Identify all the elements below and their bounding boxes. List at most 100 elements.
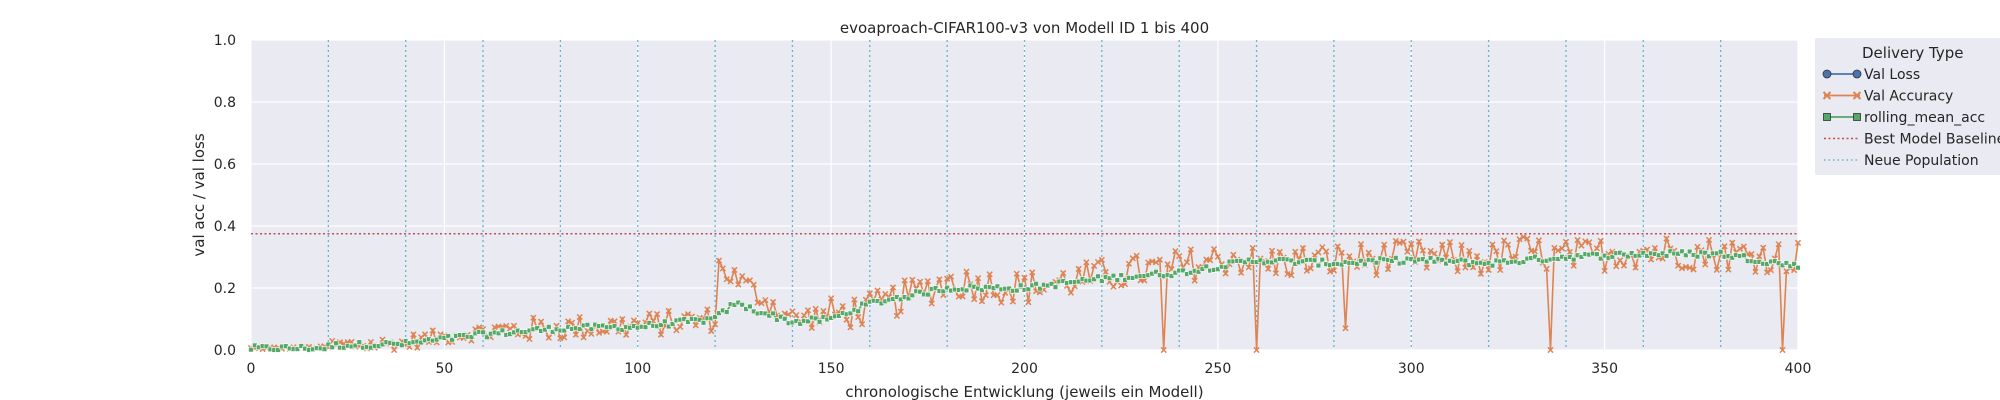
rolling-mean-point	[836, 313, 842, 319]
val-accuracy-point	[762, 296, 769, 304]
rolling-mean-point	[1594, 251, 1600, 257]
rolling-mean-point	[1354, 261, 1360, 267]
val-accuracy-point	[994, 291, 1001, 299]
val-accuracy-point	[510, 322, 518, 329]
y-tick-label: 0.4	[214, 219, 236, 235]
legend-marker	[1852, 69, 1862, 79]
val-accuracy-point	[986, 271, 993, 278]
val-accuracy-point	[429, 327, 436, 334]
val-accuracy-point	[414, 344, 421, 351]
val-accuracy-point	[1210, 245, 1218, 253]
rolling-mean-point	[577, 326, 583, 332]
val-accuracy-point	[1620, 262, 1628, 269]
rolling-mean-point	[1679, 248, 1685, 255]
val-accuracy-point	[1489, 241, 1496, 248]
val-accuracy-point	[1674, 262, 1682, 269]
val-accuracy-point	[1632, 264, 1639, 271]
val-accuracy-point	[851, 296, 858, 303]
val-accuracy-point	[839, 302, 846, 310]
val-accuracy-point	[1160, 346, 1167, 354]
val-accuracy-point	[576, 313, 583, 321]
rolling-mean-point	[1014, 287, 1020, 294]
val-accuracy-point	[1729, 239, 1736, 246]
series-layer	[247, 233, 1802, 354]
rolling-mean-point	[1628, 250, 1635, 256]
rolling-mean-point	[495, 330, 502, 337]
val-accuracy-point	[1303, 267, 1310, 274]
rolling-mean-point	[700, 320, 707, 326]
rolling-mean-point	[399, 342, 405, 348]
val-accuracy-point	[1593, 245, 1601, 252]
rolling-mean-point	[588, 326, 595, 332]
rolling-mean-point	[611, 323, 618, 329]
x-tick-label: 300	[1398, 361, 1425, 377]
rolling-mean-point	[546, 324, 552, 330]
val-accuracy-point	[1299, 244, 1307, 252]
rolling-mean-point	[561, 327, 567, 334]
val-accuracy-point	[1458, 241, 1465, 249]
val-accuracy-point	[1431, 250, 1438, 257]
rolling-mean-point	[1783, 260, 1790, 266]
y-tick-label: 0.0	[214, 343, 236, 359]
val-accuracy-point	[476, 324, 483, 331]
val-accuracy-point	[1516, 236, 1523, 243]
rolling-mean-point	[774, 317, 780, 323]
legend-marker	[1823, 113, 1831, 121]
rolling-mean-point	[1037, 285, 1043, 292]
rolling-mean-point	[1462, 257, 1469, 264]
val-accuracy-point	[1230, 251, 1237, 258]
val-accuracy-point	[1756, 253, 1763, 260]
val-accuracy-point	[390, 346, 398, 354]
val-accuracy-point	[1315, 249, 1322, 256]
val-accuracy-point	[1029, 269, 1036, 276]
rolling-mean-point	[1439, 257, 1445, 263]
legend-label: Val Loss	[1864, 67, 1920, 83]
val-accuracy-point	[1562, 238, 1570, 245]
rolling-mean-point	[1795, 265, 1801, 271]
val-accuracy-point	[1705, 236, 1713, 244]
val-accuracy-point	[1183, 259, 1191, 266]
legend-marker	[1853, 113, 1861, 121]
val-accuracy-point	[530, 314, 537, 321]
val-accuracy-point	[1187, 246, 1194, 253]
val-accuracy-point	[998, 299, 1005, 306]
val-accuracy-point	[537, 318, 545, 325]
val-accuracy-point	[1067, 289, 1075, 296]
val-accuracy-point	[1415, 238, 1423, 245]
legend-label: rolling_mean_acc	[1864, 110, 1985, 126]
legend-marker	[1852, 91, 1862, 100]
val-accuracy-point	[1497, 266, 1504, 274]
val-accuracy-point	[1311, 252, 1318, 259]
rolling-mean-point	[1427, 255, 1434, 261]
val-accuracy-point	[1686, 264, 1693, 271]
val-accuracy-point	[1477, 270, 1484, 277]
val-accuracy-point	[959, 293, 966, 300]
rolling-mean-point	[963, 287, 970, 294]
rolling-mean-point	[1663, 253, 1670, 259]
val-accuracy-point	[715, 257, 723, 264]
val-accuracy-point	[1265, 265, 1272, 272]
rolling-mean-point	[1578, 254, 1585, 260]
val-accuracy-point	[692, 322, 699, 329]
y-tick-labels: 0.0 0.2 0.4 0.6 0.8 1.0	[214, 33, 236, 359]
rolling-mean-point	[1400, 260, 1407, 266]
val-accuracy-point	[1601, 267, 1608, 275]
val-accuracy-point	[1307, 265, 1314, 272]
val-accuracy-point	[665, 307, 672, 315]
val-accuracy-point	[1172, 247, 1179, 255]
val-accuracy-point	[1214, 253, 1222, 260]
rolling-mean-point	[855, 308, 861, 314]
rolling-mean-point	[1598, 255, 1604, 262]
val-accuracy-point	[1446, 239, 1454, 246]
val-accuracy-point	[410, 331, 417, 338]
val-accuracy-point	[1613, 263, 1620, 270]
rolling-mean-point	[1683, 252, 1689, 258]
rolling-mean-point	[1373, 259, 1380, 266]
val-accuracy-point	[812, 305, 819, 312]
rolling-mean-point	[294, 346, 301, 352]
val-accuracy-point	[1520, 233, 1527, 241]
rolling-mean-point	[445, 333, 451, 339]
val-accuracy-point	[1493, 248, 1500, 255]
val-accuracy-point	[750, 281, 757, 288]
rolling-mean-point	[275, 347, 281, 353]
